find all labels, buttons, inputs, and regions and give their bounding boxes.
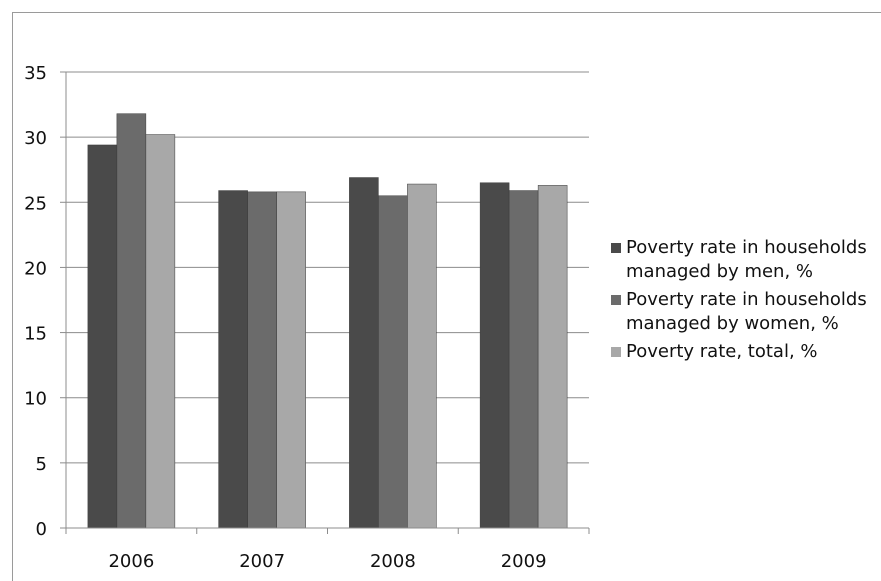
legend-item-total: Poverty rate, total, % <box>611 340 881 364</box>
y-tick-label: 10 <box>24 389 47 410</box>
y-tick-label: 35 <box>24 63 47 84</box>
bar <box>87 144 118 529</box>
legend-item-men: Poverty rate in households managed by me… <box>611 236 881 284</box>
y-tick-label: 0 <box>36 519 47 540</box>
y-tick-label: 20 <box>24 258 47 279</box>
bar <box>247 191 277 529</box>
y-tick-label: 5 <box>36 454 47 475</box>
legend-item-women: Poverty rate in households managed by wo… <box>611 288 881 336</box>
chart-frame <box>12 12 881 581</box>
x-tick-label: 2009 <box>501 551 547 572</box>
bar <box>378 195 408 529</box>
legend-swatch <box>611 347 621 357</box>
legend-swatch <box>611 243 621 253</box>
bars <box>87 113 568 529</box>
bar <box>407 183 437 529</box>
axes <box>65 72 590 534</box>
y-tick-labels: 0 5 10 15 20 25 30 35 <box>24 63 47 540</box>
x-tick-label: 2007 <box>239 551 285 572</box>
legend-label: Poverty rate in households managed by wo… <box>626 289 867 334</box>
bar <box>218 190 248 529</box>
legend-label: Poverty rate in households managed by me… <box>626 237 867 282</box>
y-tick-label: 25 <box>24 193 47 214</box>
bar <box>508 190 539 529</box>
bar <box>479 182 510 529</box>
legend: Poverty rate in households managed by me… <box>611 236 881 368</box>
bar <box>349 177 379 529</box>
y-tick-label: 15 <box>24 324 47 345</box>
bar <box>145 134 176 529</box>
bar <box>537 185 568 529</box>
x-tick-label: 2006 <box>108 551 154 572</box>
bar <box>276 191 306 529</box>
y-tick-label: 30 <box>24 128 47 149</box>
legend-swatch <box>611 295 621 305</box>
bar <box>116 113 147 529</box>
legend-label: Poverty rate, total, % <box>626 341 818 362</box>
x-tick-label: 2008 <box>370 551 416 572</box>
x-tick-labels: 2006 2007 2008 2009 <box>108 551 546 572</box>
